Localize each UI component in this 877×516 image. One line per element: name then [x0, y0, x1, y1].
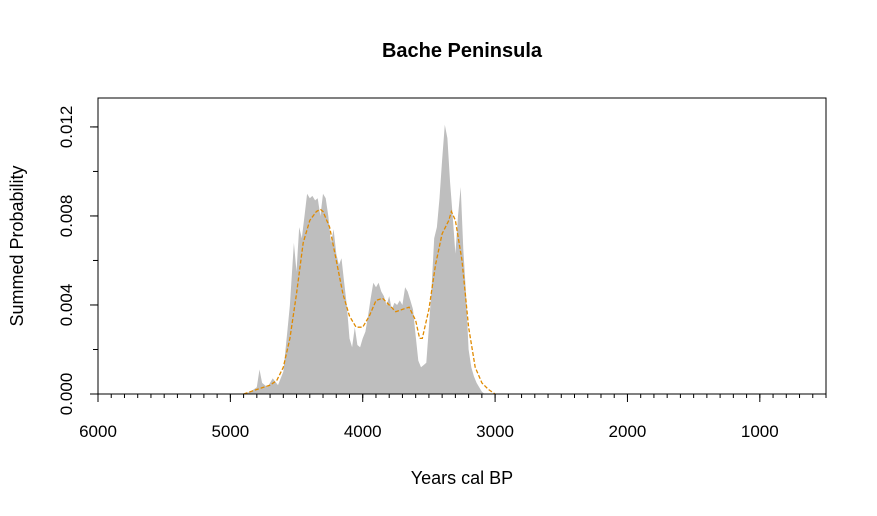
x-tick-label: 4000	[344, 422, 382, 441]
y-tick-label: 0.012	[57, 106, 76, 149]
spd-area	[243, 124, 488, 394]
x-tick-label: 2000	[609, 422, 647, 441]
y-axis-label: Summed Probability	[7, 165, 27, 326]
x-axis-label: Years cal BP	[411, 468, 513, 488]
x-axis: 6000 5000 4000 3000 2000 1000	[79, 393, 827, 441]
chart-title: Bache Peninsula	[382, 40, 543, 62]
x-tick-label: 3000	[476, 422, 514, 441]
smoothed-line	[243, 208, 496, 395]
plot-area	[243, 124, 496, 395]
y-tick-label: 0.000	[57, 373, 76, 416]
y-axis: 0.000 0.004 0.008 0.012	[57, 106, 98, 416]
x-tick-label: 1000	[741, 422, 779, 441]
x-tick-label: 6000	[79, 422, 117, 441]
x-tick-label: 5000	[211, 422, 249, 441]
y-tick-label: 0.004	[57, 284, 76, 327]
y-tick-label: 0.008	[57, 195, 76, 238]
